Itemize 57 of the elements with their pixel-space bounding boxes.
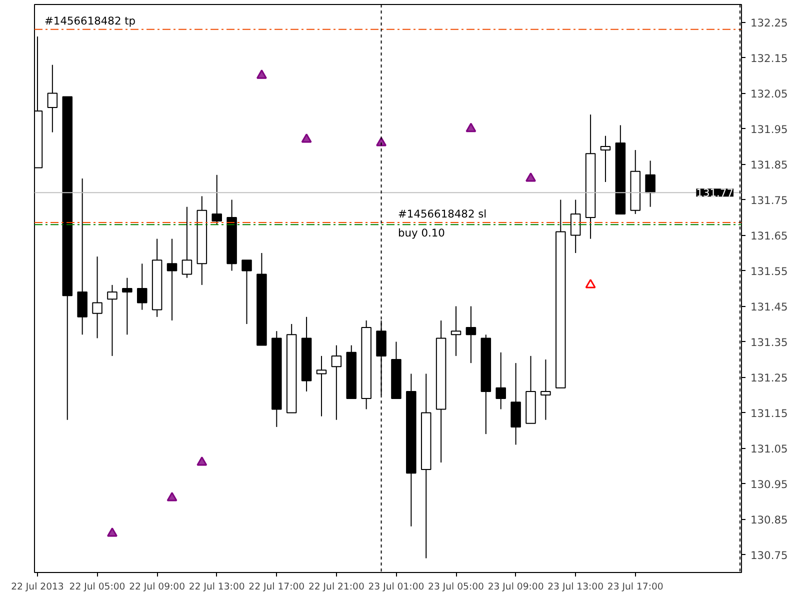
candlestick bbox=[570, 199, 581, 254]
candlestick bbox=[107, 284, 118, 356]
x-tick-label: 22 Jul 13:00 bbox=[188, 582, 245, 592]
y-tick-label: 131.05 bbox=[750, 442, 788, 456]
y-tick-label: 130.85 bbox=[750, 513, 788, 526]
point bbox=[466, 122, 476, 132]
x-tick-label: 23 Jul 09:00 bbox=[488, 582, 544, 592]
point bbox=[106, 528, 118, 537]
y-tick-label: 130.75 bbox=[750, 548, 788, 562]
y-tick-label: 131.35 bbox=[750, 336, 788, 349]
y-tick-label: 131.75 bbox=[750, 194, 788, 207]
candlestick bbox=[47, 64, 58, 133]
y-tick-label: 131.55 bbox=[750, 264, 788, 278]
point bbox=[301, 133, 312, 143]
candlestick bbox=[331, 344, 342, 420]
y-tick-label: 130.95 bbox=[750, 478, 788, 491]
y-tick-label: 131.85 bbox=[750, 158, 788, 172]
ref-line-label: 131.77 bbox=[696, 186, 734, 200]
x-tick-label: 22 Jul 17:00 bbox=[248, 582, 305, 592]
y-tick-label: 131.65 bbox=[750, 229, 788, 242]
ref-line-label: #1456618482 tp bbox=[44, 14, 136, 28]
ref-line-label: #1456618482 sl bbox=[398, 207, 487, 220]
x-tick-label: 23 Jul 05:00 bbox=[428, 582, 484, 592]
point bbox=[196, 456, 208, 466]
x-tick-label: 22 Jul 05:00 bbox=[69, 582, 126, 592]
x-tick-label: 22 Jul 21:00 bbox=[308, 582, 364, 592]
point bbox=[256, 70, 267, 79]
ref-line-label: buy 0.10 bbox=[398, 226, 446, 240]
x-tick-label: 23 Jul 17:00 bbox=[607, 582, 664, 592]
candlestick bbox=[466, 306, 476, 364]
point bbox=[525, 172, 536, 182]
y-tick-label: 132.05 bbox=[750, 87, 788, 100]
candlestick bbox=[540, 359, 551, 420]
y-tick-label: 131.45 bbox=[750, 300, 788, 314]
candlestick bbox=[600, 135, 611, 182]
candlestick bbox=[182, 206, 192, 278]
candlestick bbox=[242, 260, 252, 324]
y-tick-label: 131.25 bbox=[750, 371, 788, 384]
x-tick-label: 22 Jul 09:00 bbox=[129, 582, 186, 592]
point bbox=[585, 279, 596, 288]
candlestick bbox=[212, 174, 222, 226]
candlestick bbox=[122, 277, 132, 336]
candlestick bbox=[496, 352, 506, 410]
candlestick bbox=[450, 306, 462, 356]
point bbox=[166, 492, 178, 502]
candlestick bbox=[92, 256, 102, 339]
x-tick-label: 23 Jul 01:00 bbox=[368, 582, 424, 592]
candlestick bbox=[316, 355, 327, 417]
y-tick-label: 131.95 bbox=[750, 122, 788, 136]
candlestick bbox=[166, 238, 178, 321]
candlestick bbox=[136, 263, 148, 310]
x-tick-label: 22 Jul 2013 bbox=[11, 582, 64, 592]
y-tick-label: 131.15 bbox=[750, 406, 788, 420]
x-tick-label: 23 Jul 13:00 bbox=[548, 582, 604, 592]
y-tick-label: 132.15 bbox=[750, 52, 788, 65]
y-tick-label: 132.25 bbox=[750, 16, 788, 30]
candlestick bbox=[645, 160, 656, 208]
